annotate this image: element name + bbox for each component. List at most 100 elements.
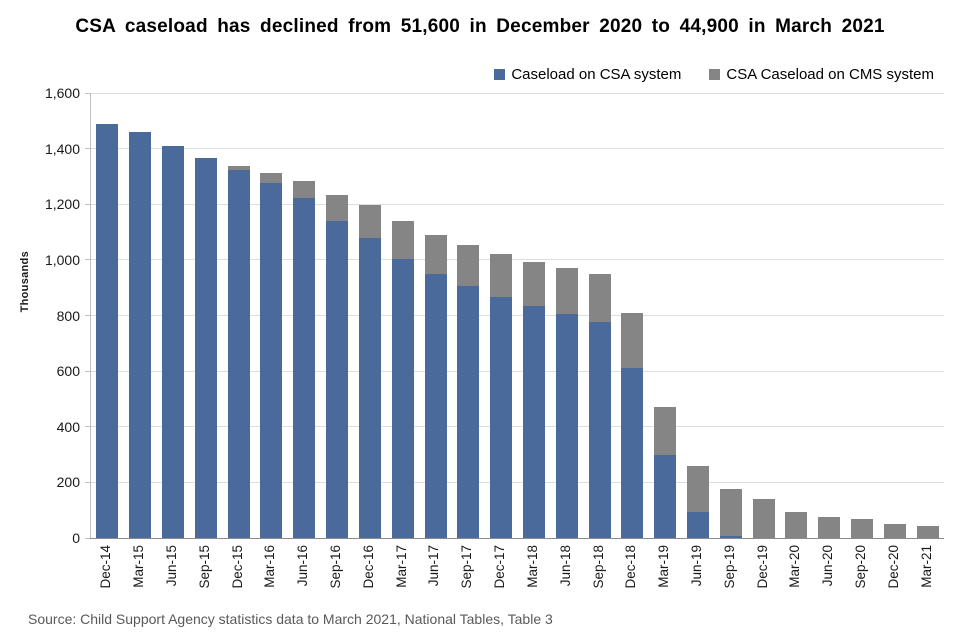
y-axis-tick [85, 259, 90, 261]
x-axis-label-Jun-20: Jun-20 [820, 545, 836, 587]
bar-Jun-18-cms-segment [555, 268, 578, 315]
y-axis-label-1200: 1,200 [44, 196, 80, 213]
x-axis-label-Mar-17: Mar-17 [393, 545, 409, 588]
bar-Sep-18-cms-segment [588, 273, 611, 322]
gridline-1000 [91, 259, 944, 261]
bar-Jun-15-csa-segment [162, 145, 184, 538]
bar-Jun-16-cms-segment [293, 180, 316, 198]
bar-Dec-20-cms-segment [883, 523, 906, 538]
x-axis-label-Dec-18: Dec-18 [623, 545, 639, 589]
plot-area [85, 92, 944, 539]
gridline-400 [91, 426, 944, 428]
x-axis-label-Dec-19: Dec-19 [754, 545, 770, 589]
bar-Mar-16-cms-segment [260, 173, 283, 183]
legend-item-csa: Caseload on CSA system [494, 66, 681, 83]
bar-Jun-18-csa-segment [555, 314, 578, 538]
bar-Dec-16-csa-segment [358, 238, 381, 538]
y-axis-label-600: 600 [56, 363, 80, 380]
bar-Mar-15-csa-segment [129, 131, 152, 538]
x-axis-label-Jun-16: Jun-16 [295, 545, 311, 587]
bar-Mar-16-csa-segment [260, 182, 283, 538]
csa-series-swatch-icon [494, 69, 506, 80]
x-axis-label-Sep-15: Sep-15 [196, 545, 212, 589]
bar-Sep-19-cms-segment [719, 488, 742, 536]
bar-Jun-17-cms-segment [424, 234, 447, 274]
cms-series-swatch-icon [709, 69, 721, 80]
x-axis-label-Mar-15: Mar-15 [131, 545, 147, 588]
x-axis-label-Sep-20: Sep-20 [852, 545, 868, 589]
gridline-1600 [91, 92, 944, 94]
x-axis-label-Mar-18: Mar-18 [524, 545, 540, 588]
bar-Dec-18-csa-segment [621, 367, 644, 538]
y-axis-label-400: 400 [56, 418, 80, 435]
x-axis-label-Jun-15: Jun-15 [164, 545, 180, 587]
y-axis-tick [85, 148, 90, 150]
y-axis-label-1600: 1,600 [44, 85, 80, 101]
bar-Jun-19-cms-segment [686, 466, 709, 513]
chart-title: CSA caseload has declined from 51,600 in… [75, 16, 885, 37]
gridline-200 [91, 481, 944, 483]
x-axis-label-Mar-16: Mar-16 [262, 545, 278, 588]
y-axis-tick [85, 370, 90, 372]
bar-Dec-14-csa-segment [96, 123, 119, 538]
bar-Mar-21-cms-segment [916, 525, 939, 538]
x-axis-label-Mar-21: Mar-21 [918, 545, 934, 588]
y-axis-tick [85, 537, 90, 539]
bar-Sep-16-csa-segment [326, 220, 349, 538]
bar-Mar-19-cms-segment [654, 406, 677, 456]
gridline-1200 [91, 203, 944, 205]
x-axis-label-Mar-19: Mar-19 [656, 545, 672, 588]
bar-Jun-17-csa-segment [424, 273, 447, 538]
bar-Mar-18-cms-segment [522, 261, 545, 306]
x-axis-label-Dec-16: Dec-16 [360, 545, 376, 589]
bar-Dec-15-cms-segment [227, 165, 250, 171]
source-note: Source: Child Support Agency statistics … [28, 611, 553, 627]
x-axis-label-Jun-19: Jun-19 [688, 545, 704, 587]
bar-Sep-16-cms-segment [326, 194, 349, 221]
y-axis-label-1400: 1,400 [44, 140, 80, 157]
x-axis-label-Sep-18: Sep-18 [590, 545, 606, 589]
bar-Mar-18-csa-segment [522, 305, 545, 538]
bar-Sep-15-csa-segment [194, 158, 217, 538]
bar-Mar-17-cms-segment [391, 221, 414, 259]
legend-item-cms: CSA Caseload on CMS system [709, 66, 934, 83]
bar-Mar-17-csa-segment [391, 258, 414, 538]
bar-Dec-18-cms-segment [621, 312, 644, 368]
x-axis-label-Sep-16: Sep-16 [328, 545, 344, 589]
x-axis-label-Dec-15: Dec-15 [229, 545, 245, 589]
y-axis-label-800: 800 [56, 307, 80, 324]
legend-label-cms: CSA Caseload on CMS system [726, 66, 934, 83]
bar-Dec-16-cms-segment [358, 205, 381, 239]
bar-Sep-17-csa-segment [457, 286, 480, 538]
bar-Sep-20-cms-segment [851, 519, 873, 538]
x-axis-line [90, 538, 944, 539]
y-axis-tick [85, 92, 90, 94]
x-axis-label-Jun-17: Jun-17 [426, 545, 442, 587]
y-axis-tick [85, 315, 90, 316]
bar-Jun-16-csa-segment [293, 197, 316, 538]
y-axis-tick [85, 203, 90, 205]
bar-Sep-18-csa-segment [588, 321, 611, 538]
x-axis-label-Sep-17: Sep-17 [459, 545, 475, 589]
bar-Mar-20-cms-segment [785, 511, 808, 538]
bar-Jun-19-csa-segment [686, 512, 709, 538]
bar-Dec-19-cms-segment [752, 499, 775, 538]
legend-label-csa: Caseload on CSA system [511, 66, 682, 83]
x-axis-label-Dec-17: Dec-17 [492, 545, 508, 589]
x-axis-label-Jun-18: Jun-18 [557, 545, 573, 587]
y-axis-label-0: 0 [72, 530, 80, 546]
bar-Sep-17-cms-segment [457, 244, 480, 287]
bar-Mar-19-csa-segment [654, 455, 677, 538]
gridline-600 [91, 370, 944, 372]
y-axis-tick [85, 426, 90, 428]
y-axis-tick [85, 481, 90, 483]
x-axis-label-Mar-20: Mar-20 [787, 545, 803, 588]
x-axis-label-Dec-20: Dec-20 [885, 545, 901, 589]
x-axis-label-Dec-14: Dec-14 [98, 545, 114, 589]
bar-Dec-17-csa-segment [490, 296, 513, 538]
bar-Dec-15-csa-segment [227, 170, 250, 538]
bar-Dec-17-cms-segment [490, 253, 513, 297]
y-axis-label-200: 200 [56, 474, 80, 491]
x-axis-label-Sep-19: Sep-19 [721, 545, 737, 589]
y-axis-label-1000: 1,000 [44, 251, 80, 268]
